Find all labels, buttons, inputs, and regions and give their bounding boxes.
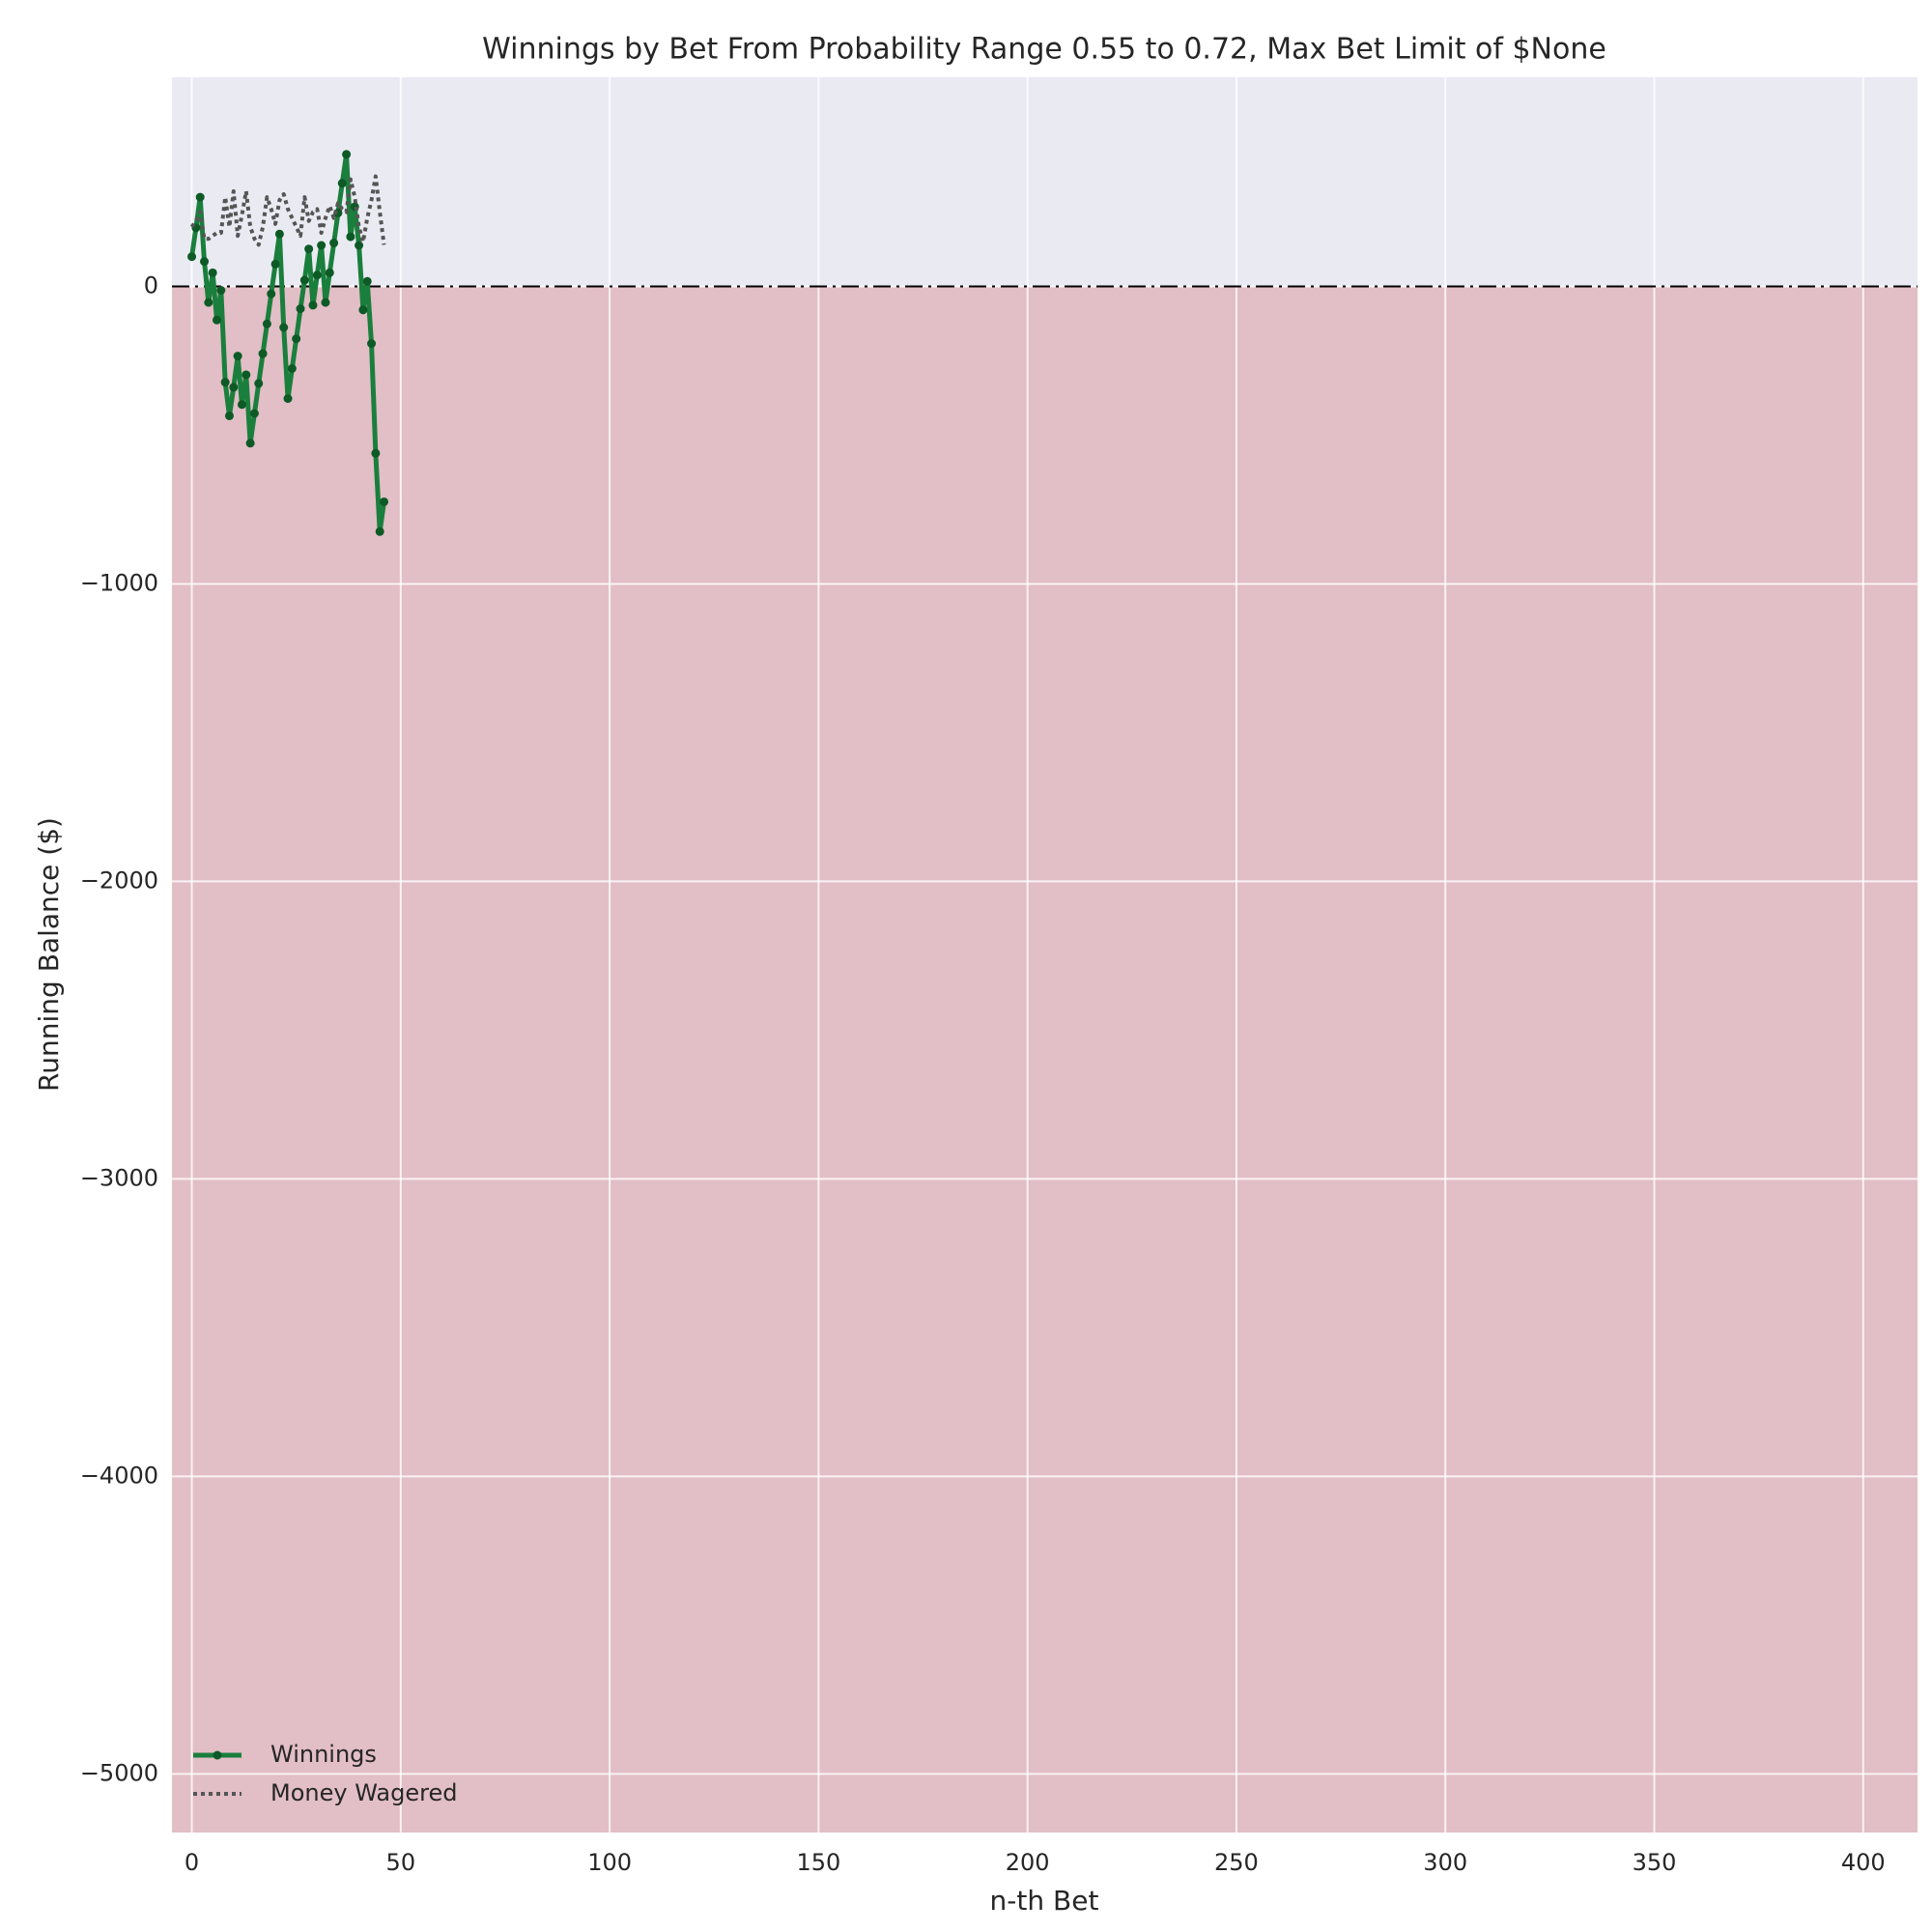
point bbox=[296, 304, 305, 314]
legend-marker bbox=[213, 1750, 222, 1760]
point bbox=[208, 268, 217, 277]
point bbox=[242, 370, 251, 380]
point bbox=[204, 298, 213, 307]
point bbox=[358, 305, 368, 315]
point bbox=[287, 363, 297, 373]
point bbox=[267, 289, 276, 298]
point bbox=[312, 270, 322, 280]
legend-label: Money Wagered bbox=[270, 1779, 457, 1806]
y-tick-label: −4000 bbox=[80, 1462, 158, 1489]
y-tick-label: −5000 bbox=[80, 1759, 158, 1786]
point bbox=[254, 379, 264, 388]
point bbox=[337, 179, 347, 188]
y-axis-label: Running Balance ($) bbox=[33, 817, 65, 1092]
point bbox=[274, 229, 284, 239]
point bbox=[258, 349, 268, 358]
point bbox=[237, 400, 246, 410]
point bbox=[283, 394, 293, 404]
point bbox=[367, 339, 377, 349]
point bbox=[212, 315, 221, 325]
point bbox=[292, 334, 301, 344]
legend-label: Winnings bbox=[270, 1741, 377, 1768]
point bbox=[216, 286, 226, 296]
y-tick-label: −1000 bbox=[80, 569, 158, 596]
point bbox=[245, 439, 255, 448]
x-tick-label: 200 bbox=[1006, 1849, 1050, 1876]
x-axis-label: n-th Bet bbox=[990, 1885, 1099, 1917]
x-tick-label: 350 bbox=[1633, 1849, 1677, 1876]
x-tick-label: 100 bbox=[587, 1849, 632, 1876]
point bbox=[224, 411, 234, 420]
point bbox=[321, 298, 330, 307]
point bbox=[371, 448, 381, 458]
y-tick-label: −3000 bbox=[80, 1164, 158, 1191]
negative-region bbox=[172, 286, 1918, 1833]
point bbox=[304, 244, 314, 254]
x-tick-label: 50 bbox=[386, 1849, 416, 1876]
y-tick-label: −2000 bbox=[80, 867, 158, 894]
y-tick-label: 0 bbox=[144, 272, 158, 299]
point bbox=[249, 409, 259, 418]
x-tick-label: 300 bbox=[1423, 1849, 1467, 1876]
point bbox=[262, 319, 271, 328]
point bbox=[325, 268, 334, 277]
x-tick-label: 400 bbox=[1841, 1849, 1886, 1876]
x-tick-label: 150 bbox=[796, 1849, 840, 1876]
point bbox=[317, 241, 327, 250]
point bbox=[329, 239, 339, 248]
point bbox=[200, 257, 210, 267]
point bbox=[270, 259, 280, 269]
point bbox=[229, 383, 239, 392]
wager-line bbox=[189, 174, 386, 247]
x-tick-label: 250 bbox=[1214, 1849, 1259, 1876]
positive-region bbox=[172, 77, 1918, 287]
point bbox=[355, 241, 364, 250]
point bbox=[195, 192, 205, 202]
point bbox=[279, 323, 289, 332]
point bbox=[380, 497, 389, 506]
point bbox=[220, 378, 230, 387]
point bbox=[308, 300, 318, 310]
point bbox=[299, 275, 309, 285]
point bbox=[233, 352, 242, 361]
chart-title: Winnings by Bet From Probability Range 0… bbox=[482, 33, 1606, 67]
point bbox=[187, 252, 197, 262]
point bbox=[362, 276, 372, 286]
point bbox=[346, 232, 355, 242]
point bbox=[375, 526, 384, 536]
point bbox=[342, 150, 352, 159]
x-tick-label: 0 bbox=[185, 1849, 199, 1876]
